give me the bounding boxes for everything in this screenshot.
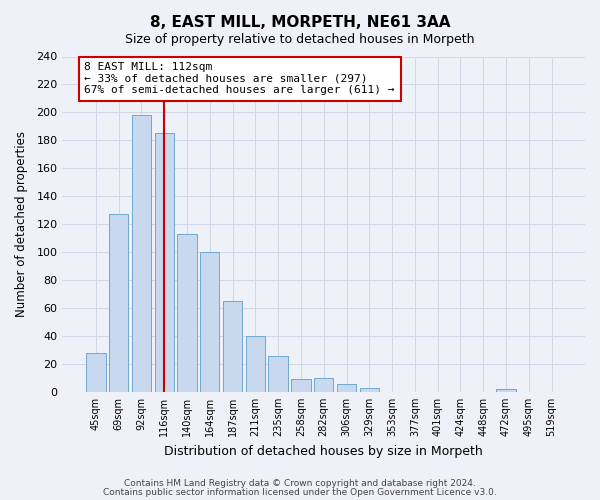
Bar (359, 388, 379, 392)
Text: Contains public sector information licensed under the Open Government Licence v3: Contains public sector information licen… (103, 488, 497, 497)
Bar (109, 214, 128, 392)
Bar (155, 134, 174, 392)
Bar (245, 336, 265, 392)
Bar (86, 353, 106, 392)
Text: 8 EAST MILL: 112sqm
← 33% of detached houses are smaller (297)
67% of semi-detac: 8 EAST MILL: 112sqm ← 33% of detached ho… (85, 62, 395, 96)
Bar (200, 252, 220, 392)
Bar (496, 389, 515, 392)
Bar (314, 378, 334, 392)
Bar (291, 380, 311, 392)
Text: 8, EAST MILL, MORPETH, NE61 3AA: 8, EAST MILL, MORPETH, NE61 3AA (150, 15, 450, 30)
Bar (268, 356, 288, 392)
Bar (223, 301, 242, 392)
Bar (132, 115, 151, 392)
Bar (337, 384, 356, 392)
Text: Size of property relative to detached houses in Morpeth: Size of property relative to detached ho… (125, 32, 475, 46)
X-axis label: Distribution of detached houses by size in Morpeth: Distribution of detached houses by size … (164, 444, 483, 458)
Y-axis label: Number of detached properties: Number of detached properties (15, 131, 28, 317)
Text: Contains HM Land Registry data © Crown copyright and database right 2024.: Contains HM Land Registry data © Crown c… (124, 479, 476, 488)
Bar (178, 234, 197, 392)
